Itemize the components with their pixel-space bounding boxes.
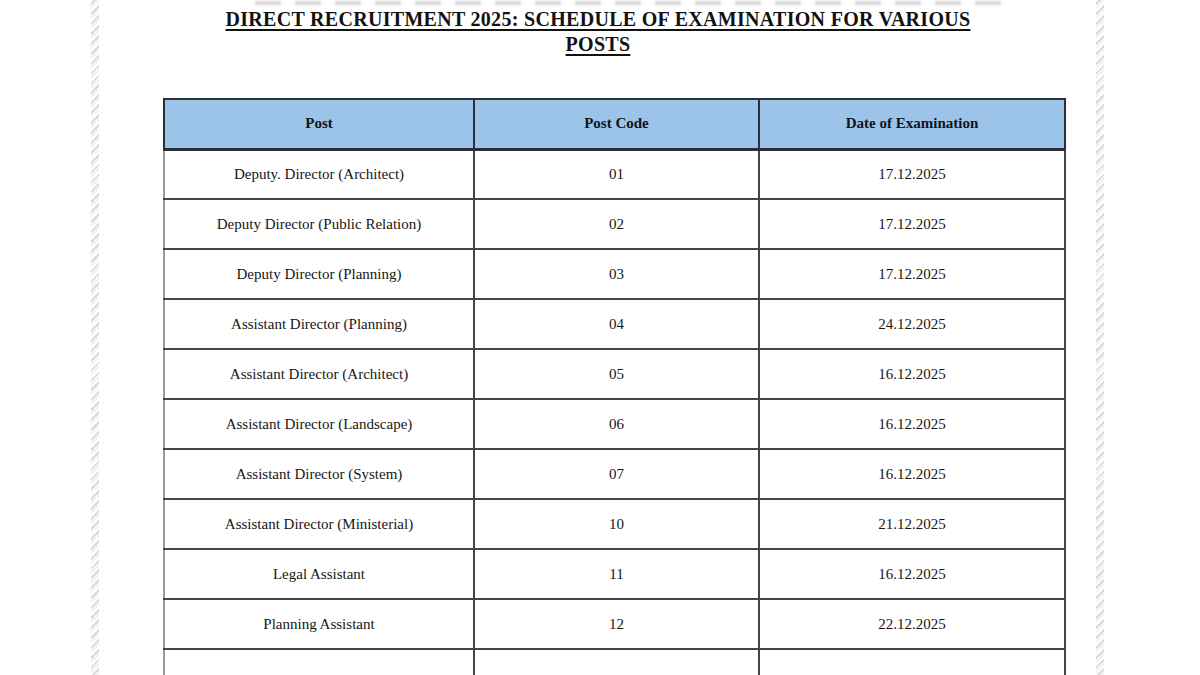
cell-post-code: 05: [474, 349, 759, 399]
cell-post: Planning Assistant: [164, 599, 474, 649]
cell-post: Assistant Director (Ministerial): [164, 499, 474, 549]
cell-post: Legal Assistant: [164, 549, 474, 599]
table-row-partial: [164, 649, 1065, 675]
cell-post-code: 07: [474, 449, 759, 499]
cell-exam-date: 24.12.2025: [759, 299, 1065, 349]
table-row: Assistant Director (Planning)0424.12.202…: [164, 299, 1065, 349]
cell-post: Deputy Director (Planning): [164, 249, 474, 299]
page-title-line2: POSTS: [566, 33, 631, 55]
header-exam-date: Date of Examination: [759, 99, 1065, 149]
cell-post-code: 10: [474, 499, 759, 549]
cell-post: Assistant Director (System): [164, 449, 474, 499]
cell-post: [164, 649, 474, 675]
cell-exam-date: 16.12.2025: [759, 449, 1065, 499]
cell-post-code: 11: [474, 549, 759, 599]
scan-edge-texture-left: [91, 0, 99, 675]
cell-exam-date: 17.12.2025: [759, 249, 1065, 299]
cell-post: Assistant Director (Landscape): [164, 399, 474, 449]
table-row: Assistant Director (System)0716.12.2025: [164, 449, 1065, 499]
cell-exam-date: 16.12.2025: [759, 399, 1065, 449]
scan-edge-texture-right: [1096, 0, 1104, 675]
cell-exam-date: 17.12.2025: [759, 199, 1065, 249]
table-header-row: Post Post Code Date of Examination: [164, 99, 1065, 149]
document-page: DIRECT RECRUITMENT 2025: SCHEDULE OF EXA…: [0, 0, 1200, 675]
table-row: Deputy Director (Public Relation)0217.12…: [164, 199, 1065, 249]
cell-post-code: 02: [474, 199, 759, 249]
table-row: Assistant Director (Architect)0516.12.20…: [164, 349, 1065, 399]
header-post: Post: [164, 99, 474, 149]
cell-exam-date: 16.12.2025: [759, 549, 1065, 599]
cell-post: Deputy Director (Public Relation): [164, 199, 474, 249]
cell-post-code: [474, 649, 759, 675]
cell-post-code: 06: [474, 399, 759, 449]
exam-schedule-table: Post Post Code Date of Examination Deput…: [163, 98, 1066, 675]
cell-post: Assistant Director (Architect): [164, 349, 474, 399]
table-row: Assistant Director (Ministerial)1021.12.…: [164, 499, 1065, 549]
table-row: Deputy Director (Planning)0317.12.2025: [164, 249, 1065, 299]
cell-post-code: 01: [474, 149, 759, 199]
cell-exam-date: 22.12.2025: [759, 599, 1065, 649]
header-post-code: Post Code: [474, 99, 759, 149]
table-row: Planning Assistant1222.12.2025: [164, 599, 1065, 649]
cell-exam-date: 17.12.2025: [759, 149, 1065, 199]
cell-post: Deputy. Director (Architect): [164, 149, 474, 199]
cell-post-code: 12: [474, 599, 759, 649]
cell-exam-date: [759, 649, 1065, 675]
table-row: Legal Assistant1116.12.2025: [164, 549, 1065, 599]
cell-post: Assistant Director (Planning): [164, 299, 474, 349]
page-title-line1: DIRECT RECRUITMENT 2025: SCHEDULE OF EXA…: [226, 8, 971, 30]
table-row: Deputy. Director (Architect)0117.12.2025: [164, 149, 1065, 199]
page-title: DIRECT RECRUITMENT 2025: SCHEDULE OF EXA…: [100, 7, 1096, 57]
cutoff-text-artifact: [255, 1, 1015, 5]
cell-exam-date: 21.12.2025: [759, 499, 1065, 549]
table-body: Deputy. Director (Architect)0117.12.2025…: [164, 149, 1065, 675]
cell-post-code: 04: [474, 299, 759, 349]
cell-post-code: 03: [474, 249, 759, 299]
cell-exam-date: 16.12.2025: [759, 349, 1065, 399]
table-row: Assistant Director (Landscape)0616.12.20…: [164, 399, 1065, 449]
